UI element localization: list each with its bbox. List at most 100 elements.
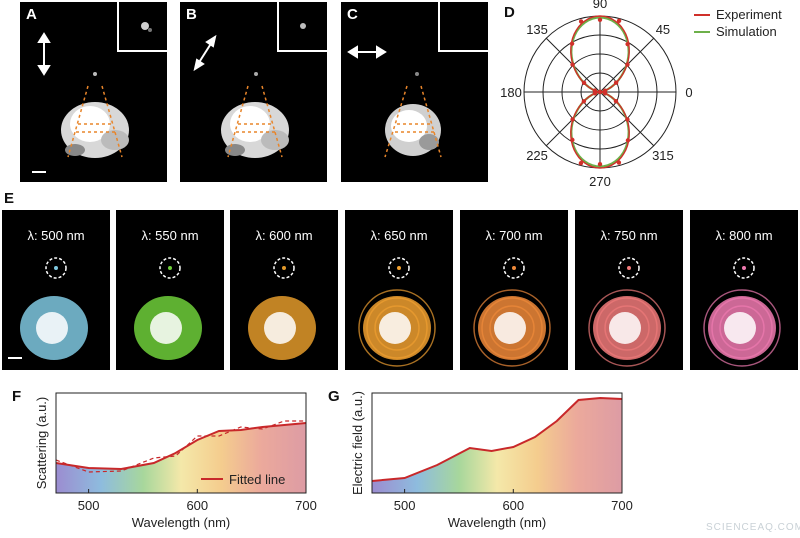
x-tick-label: 700 [611,498,633,513]
panel-b-inset [277,2,327,52]
wavelength-panel: λ: 800 nm [690,210,798,370]
nanoparticle-spot [282,266,286,270]
experiment-point [613,99,619,104]
fringe-ring [588,289,666,367]
experiment-point [625,62,630,67]
fringe-ring [481,297,543,359]
polar-legend: Experiment Simulation [694,6,800,40]
target-circle [503,257,525,279]
experiment-point [581,80,587,85]
panel-c-inset [438,2,488,52]
wavelength-panel: λ: 500 nm [2,210,110,370]
wavelength-panel: λ: 750 nm [575,210,683,370]
experiment-point [592,91,598,96]
experiment-point [569,41,575,46]
fringe-ring [366,297,428,359]
panel-c: C [341,2,488,182]
experiment-point [616,160,622,165]
experiment-point [597,162,603,167]
fringe-ring [604,305,650,351]
polar-angle-label: 180 [500,85,522,100]
chart-g-electric-field: 500 600 700 Wavelength (nm) Electric field (… [350,391,633,530]
experiment-point [597,17,603,22]
panel-c-letter: C [347,6,358,23]
panel-f-letter: F [12,388,22,405]
wavelength-label: λ: 750 nm [600,228,658,243]
target-circle [159,257,181,279]
experiment-point [581,99,587,104]
panel-a-inset [117,2,167,52]
experiment-point [597,89,603,95]
legend-item-simulation: Simulation [694,23,800,40]
experiment-point [616,18,622,23]
panel-c-image [347,45,442,158]
scatter-core [36,312,68,344]
experiment-point [625,138,631,143]
x-axis-label: Wavelength (nm) [132,515,231,530]
x-tick-label: 500 [394,498,416,513]
fringe-ring [374,305,420,351]
wavelength-image [248,257,316,360]
panel-b-letter: B [186,6,197,23]
experiment-point [570,137,575,143]
polar-angle-label: 0 [685,85,692,100]
spectrum-area [372,398,622,493]
wavelength-image [703,257,781,367]
wavelength-panel: λ: 550 nm [116,210,224,370]
measured-dashed-line [55,420,306,473]
x-tick-label: 500 [78,498,100,513]
watermark: SCIENCEAQ.COM [706,522,800,533]
target-circle [45,257,67,279]
experiment-point [625,117,630,122]
wavelength-panel: λ: 600 nm [230,210,338,370]
experiment-point [570,117,575,122]
panel-a-letter: A [26,6,37,23]
panel-b-image [193,34,289,158]
x-tick-label: 600 [502,498,524,513]
target-circle [388,257,410,279]
tip-outline [227,85,283,158]
target-circle [733,257,755,279]
experiment-point [578,19,584,24]
plot-frame [371,392,623,494]
fringe-ring [703,289,781,367]
y-axis-label: Scattering (a.u.) [34,397,49,490]
legend-label-simulation: Simulation [716,24,777,39]
panel-a-inset-spot [141,22,152,32]
wavelength-label: λ: 700 nm [485,228,543,243]
wavelength-label: λ: 800 nm [715,228,773,243]
y-axis-label: Electric field (a.u.) [350,391,365,495]
scatter-core [494,312,526,344]
polar-angle-label: 135 [526,22,548,37]
legend-label-fitted-line: Fitted line [229,472,285,487]
panel-a-image [32,32,129,173]
experiment-point [613,80,619,85]
wavelength-panel: λ: 700 nm [460,210,568,370]
polar-angle-label: 45 [656,22,670,37]
nanoparticle-spot [54,266,58,270]
wavelength-label: λ: 650 nm [370,228,428,243]
series-line [55,422,307,471]
experiment-point [570,62,575,67]
tip-outline [67,85,123,158]
polar-angle-label: 90 [593,0,607,11]
fringe-ring [473,289,551,367]
panel-e-letter: E [4,190,15,207]
target-circle [618,257,640,279]
panel-d-letter: D [504,4,515,21]
polar-angle-label: 225 [526,148,548,163]
legend-label-experiment: Experiment [716,7,782,22]
chart-f-scattering: 500 600 700 Wavelength (nm) Scattering (a.u.… [34,392,317,530]
scatter-core [379,312,411,344]
nanoparticle-spot [742,266,746,270]
x-tick-label: 700 [295,498,317,513]
wavelength-label: λ: 550 nm [141,228,199,243]
wavelength-image [473,257,551,367]
polar-angle-label: 270 [589,174,611,189]
scatter-core [150,312,182,344]
nanoparticle-spot [512,266,516,270]
target-circle [273,257,295,279]
nanoparticle-blob [385,72,441,156]
legend-swatch-simulation [694,30,710,33]
x-axis-label: Wavelength (nm) [448,515,547,530]
